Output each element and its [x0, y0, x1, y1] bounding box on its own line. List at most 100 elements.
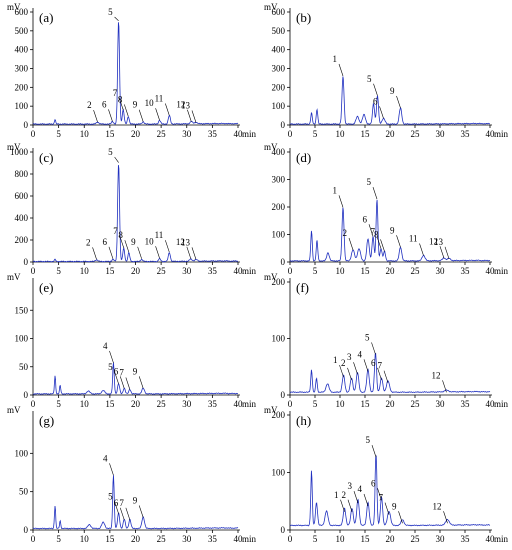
peak-label: 7 — [371, 227, 376, 237]
x-tick-label: 10 — [80, 399, 90, 409]
peak-label: 5 — [367, 74, 372, 84]
peak-leader-line — [119, 235, 124, 248]
x-tick-label: 15 — [361, 399, 371, 409]
peak-leader-line — [380, 239, 385, 252]
peak-leader-line — [377, 367, 382, 380]
peak-leader-line — [371, 445, 377, 458]
x-tick-label: 30 — [436, 399, 446, 409]
x-tick-label: 25 — [411, 266, 421, 276]
peak-leader-line — [138, 109, 144, 122]
peak-leader-line — [396, 235, 401, 248]
peak-label: 6 — [114, 366, 119, 376]
panel-label: (h) — [296, 413, 311, 428]
peak-leader-line — [353, 362, 358, 375]
chromatogram-trace — [289, 352, 491, 394]
y-tick-label: 300 — [15, 64, 29, 74]
peak-leader-line — [114, 371, 119, 384]
peak-label: 7 — [113, 226, 118, 236]
peak-label: 5 — [108, 147, 113, 157]
x-tick-label: 0 — [31, 534, 36, 544]
x-tick-label: 10 — [336, 266, 346, 276]
peak-leader-line — [155, 246, 160, 259]
peak-leader-line — [109, 350, 114, 364]
x-tick-label: 25 — [157, 399, 167, 409]
peak-leader-line — [338, 195, 344, 208]
x-axis-unit: min — [494, 534, 509, 544]
x-tick-label: 25 — [411, 534, 421, 544]
x-tick-label: 35 — [208, 129, 218, 139]
peak-leader-line — [187, 109, 192, 122]
peak-leader-line — [347, 499, 353, 512]
peak-label: 4 — [358, 484, 363, 494]
peak-leader-line — [398, 511, 403, 524]
peak-label: 7 — [119, 498, 124, 508]
y-tick-label: 200 — [272, 277, 286, 287]
peak-label: 2 — [86, 237, 91, 247]
peak-leader-line — [371, 342, 376, 355]
chromatogram-trace — [32, 475, 239, 530]
peak-label: 9 — [133, 100, 138, 110]
peak-leader-line — [92, 247, 97, 260]
x-tick-label: 5 — [56, 266, 61, 276]
peak-label: 10 — [145, 98, 155, 108]
peak-leader-line — [338, 63, 344, 77]
chromatogram-trace — [33, 165, 239, 263]
peak-label: 9 — [392, 501, 397, 511]
y-tick-label: 400 — [15, 45, 29, 55]
x-tick-label: 20 — [386, 129, 396, 139]
peak-label: 5 — [367, 177, 372, 187]
peak-leader-line — [373, 83, 378, 96]
x-tick-label: 25 — [411, 399, 421, 409]
x-tick-label: 25 — [157, 266, 167, 276]
chromatogram-trace — [32, 362, 239, 395]
peak-leader-line — [125, 507, 131, 520]
y-axis-unit: mV — [7, 142, 21, 152]
peak-label: 6 — [102, 237, 107, 247]
peak-label: 5 — [365, 332, 370, 342]
peak-leader-line — [339, 364, 344, 378]
chromatogram-trace — [289, 455, 491, 527]
y-tick-label: 100 — [15, 101, 29, 111]
peak-label: 13 — [434, 237, 444, 247]
peak-label: 7 — [119, 367, 124, 377]
x-tick-label: 5 — [56, 534, 61, 544]
x-tick-label: 15 — [361, 266, 371, 276]
peak-leader-line — [108, 109, 113, 122]
x-tick-label: 35 — [208, 266, 218, 276]
x-tick-label: 5 — [313, 399, 318, 409]
peak-label: 7 — [113, 88, 118, 98]
peak-label: 12 — [432, 370, 441, 380]
x-tick-label: 20 — [386, 266, 396, 276]
x-tick-label: 15 — [105, 399, 115, 409]
peak-leader-line — [444, 246, 450, 259]
x-axis-unit: min — [242, 129, 257, 139]
y-tick-label: 400 — [272, 45, 286, 55]
peak-leader-line — [125, 377, 131, 390]
peak-label: 12 — [176, 237, 185, 247]
x-axis-unit: min — [242, 399, 257, 409]
peak-leader-line — [443, 511, 448, 524]
y-tick-label: 100 — [272, 468, 286, 478]
y-tick-label: 800 — [15, 169, 29, 179]
y-axis-unit: mV — [264, 272, 278, 282]
x-tick-label: 25 — [411, 129, 421, 139]
peak-label: 2 — [87, 100, 92, 110]
peak-label: 2 — [343, 228, 348, 238]
x-tick-label: 0 — [288, 534, 293, 544]
peak-leader-line — [124, 240, 130, 253]
x-tick-label: 15 — [105, 266, 115, 276]
y-tick-label: 600 — [272, 7, 286, 17]
peak-leader-line — [155, 108, 160, 121]
peak-leader-line — [186, 246, 192, 259]
x-axis-unit: min — [494, 129, 509, 139]
y-tick-label: 50 — [19, 487, 29, 497]
peak-label: 6 — [363, 214, 368, 224]
y-tick-label: 1000 — [10, 147, 29, 157]
x-tick-label: 5 — [313, 266, 318, 276]
peak-label: 12 — [176, 100, 185, 110]
y-tick-label: 0 — [24, 257, 29, 267]
x-tick-label: 15 — [361, 129, 371, 139]
